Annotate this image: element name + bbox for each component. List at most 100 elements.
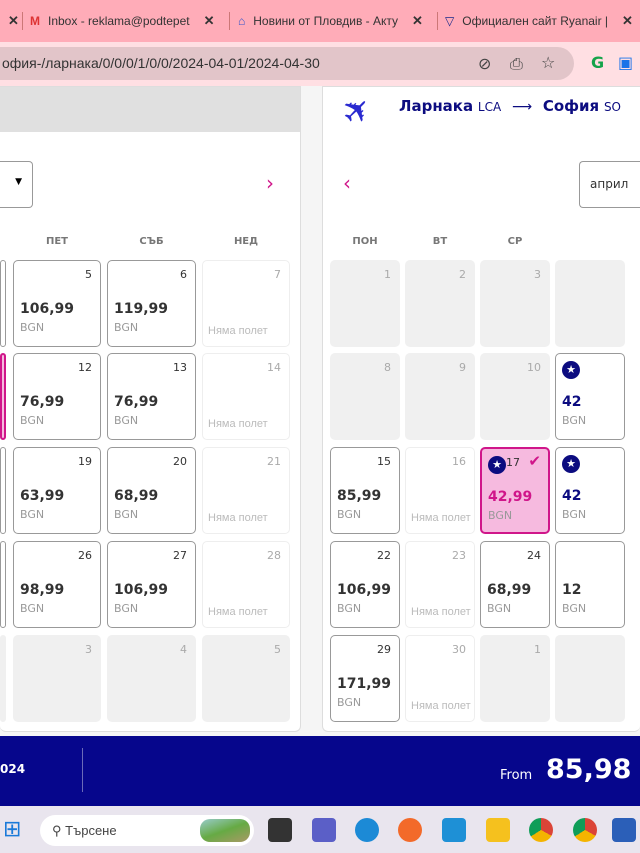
no-flight-label: Няма полет [411, 512, 471, 524]
day-number: 26 [78, 549, 92, 562]
edge-icon[interactable] [355, 818, 379, 842]
currency-label: BGN [488, 509, 513, 522]
day-number: 28 [267, 549, 281, 562]
currency-label: BGN [337, 696, 362, 709]
calendar-day[interactable] [0, 447, 6, 534]
day-number: 6 [180, 268, 187, 281]
day-price: 106,99 [114, 582, 169, 598]
day-number: 23 [452, 549, 466, 562]
no-flight-label: Няма полет [208, 418, 268, 430]
day-number: 1 [534, 643, 541, 656]
no-flight-label: Няма полет [208, 606, 268, 618]
day-number: 5 [85, 268, 92, 281]
total-price: 85,98 [546, 754, 632, 785]
star-badge-icon: ★ [562, 455, 580, 473]
weekday-label: ПОН [352, 236, 378, 247]
calendar-day[interactable]: ★ 42 BGN [555, 353, 625, 440]
month-select[interactable]: април [579, 161, 640, 208]
calendar-day[interactable]: 17 ★ ✔ 42,99 BGN [480, 447, 550, 534]
url-input[interactable]: офия-/ларнака/0/0/0/1/0/0/2024-04-01/202… [0, 47, 574, 80]
calendar-day[interactable]: 13 76,99 BGN [107, 353, 196, 440]
day-number: 5 [274, 643, 281, 656]
bottom-summary-bar: 024 From 85,98 [0, 736, 640, 806]
divider [437, 12, 438, 30]
calendar-day[interactable]: 29 171,99 BGN [330, 635, 400, 722]
from-label: From [500, 768, 533, 783]
calendar-day[interactable]: 5 106,99 BGN [13, 260, 101, 347]
calendar-day: 14 Няма полет [202, 353, 290, 440]
day-price: 42 [562, 488, 582, 504]
calendar-day[interactable]: 27 106,99 BGN [107, 541, 196, 628]
day-number: 21 [267, 455, 281, 468]
calendar-day[interactable]: 15 85,99 BGN [330, 447, 400, 534]
grammarly-icon[interactable]: G [591, 53, 605, 72]
address-bar-row: офия-/ларнака/0/0/0/1/0/0/2024-04-01/202… [0, 42, 640, 86]
tab-close[interactable]: ✕ [2, 8, 19, 34]
no-flight-label: Няма полет [208, 325, 268, 337]
mail-icon[interactable] [442, 818, 466, 842]
chrome-icon[interactable] [529, 818, 553, 842]
calendar-day[interactable]: 22 106,99 BGN [330, 541, 400, 628]
word-icon[interactable] [612, 818, 636, 842]
day-number: 19 [78, 455, 92, 468]
file-explorer-icon[interactable] [486, 818, 510, 842]
firefox-icon[interactable] [398, 818, 422, 842]
calendar-day[interactable]: 19 63,99 BGN [13, 447, 101, 534]
day-number: 7 [274, 268, 281, 281]
calendar-day[interactable]: 12 BGN [555, 541, 625, 628]
day-price: 106,99 [337, 582, 392, 598]
calendar-day: 3 [480, 260, 550, 347]
calendar-day[interactable] [0, 353, 6, 440]
tracking-off-icon[interactable]: ⊘ [478, 54, 492, 73]
month-select[interactable]: ▼ [0, 161, 33, 208]
currency-label: BGN [562, 508, 587, 521]
day-price: 76,99 [20, 394, 65, 410]
bookmark-star-icon[interactable]: ☆ [541, 53, 556, 72]
install-app-icon[interactable]: ⎙ [510, 54, 523, 73]
windows-start-icon[interactable]: ⊞ [3, 817, 22, 842]
calendar-day [555, 635, 625, 722]
day-price: 98,99 [20, 582, 65, 598]
calendar-day[interactable]: 24 68,99 BGN [480, 541, 550, 628]
calendar-day: 23 Няма полет [405, 541, 475, 628]
day-number: 4 [180, 643, 187, 656]
calendar-day: 28 Няма полет [202, 541, 290, 628]
close-icon[interactable]: ✕ [203, 13, 215, 28]
calendar-day[interactable]: 6 119,99 BGN [107, 260, 196, 347]
next-month-arrow[interactable]: › [266, 171, 274, 195]
day-number: 10 [527, 361, 541, 374]
currency-label: BGN [487, 602, 512, 615]
calendar-day[interactable]: 26 98,99 BGN [13, 541, 101, 628]
calendar-day[interactable]: 20 68,99 BGN [107, 447, 196, 534]
teams-icon[interactable] [312, 818, 336, 842]
task-view-icon[interactable] [268, 818, 292, 842]
day-number: 3 [85, 643, 92, 656]
calendar-day[interactable]: ★ 42 BGN [555, 447, 625, 534]
calendar-day[interactable] [0, 541, 6, 628]
currency-label: BGN [20, 321, 45, 334]
day-number: 3 [534, 268, 541, 281]
divider [82, 748, 83, 792]
chrome-profile-icon[interactable] [573, 818, 597, 842]
day-price: 68,99 [114, 488, 159, 504]
tab-ryanair[interactable]: ▽ Официален сайт Ryanair | ✕ [445, 13, 633, 28]
calendar-day[interactable]: 12 76,99 BGN [13, 353, 101, 440]
prev-month-arrow[interactable]: ‹ [343, 171, 351, 195]
tab-news[interactable]: ⌂ Новини от Пловдив - Акту ✕ [238, 13, 423, 28]
day-number: 1 [384, 268, 391, 281]
day-number: 17 [506, 456, 520, 469]
extension-icon[interactable]: ▣ [618, 53, 634, 72]
taskbar-search[interactable]: ⚲ Търсене [40, 815, 254, 846]
day-number: 9 [459, 361, 466, 374]
calendar-day [555, 260, 625, 347]
calendar-day[interactable] [0, 260, 6, 347]
calendar-day: 16 Няма полет [405, 447, 475, 534]
day-price: 42,99 [488, 489, 533, 505]
search-icon: ⚲ [52, 823, 62, 838]
close-icon[interactable]: ✕ [622, 13, 633, 28]
tab-bar: ✕ M Inbox - reklama@podtepet ✕ ⌂ Новини от … [0, 0, 640, 42]
close-icon[interactable]: ✕ [8, 13, 19, 28]
outbound-header [0, 87, 300, 132]
tab-gmail[interactable]: M Inbox - reklama@podtepet ✕ [30, 13, 215, 28]
close-icon[interactable]: ✕ [412, 13, 423, 28]
